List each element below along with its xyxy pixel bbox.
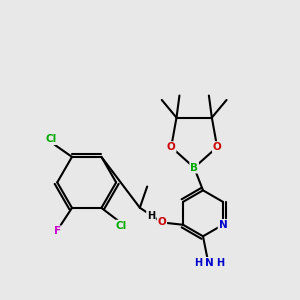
Text: F: F (54, 226, 61, 236)
Text: H: H (147, 211, 155, 221)
Text: B: B (190, 163, 198, 173)
Text: O: O (158, 218, 166, 227)
Text: Cl: Cl (45, 134, 56, 144)
Text: Cl: Cl (116, 220, 127, 231)
Text: N: N (205, 258, 213, 268)
Text: O: O (213, 142, 221, 152)
Text: O: O (167, 142, 176, 152)
Text: H: H (216, 258, 224, 268)
Text: N: N (218, 220, 227, 230)
Text: H: H (194, 258, 202, 268)
